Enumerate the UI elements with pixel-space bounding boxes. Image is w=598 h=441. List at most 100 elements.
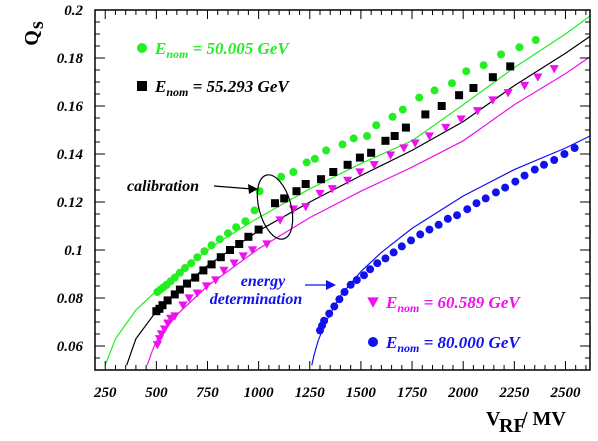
data-point (340, 288, 349, 296)
data-point (560, 150, 569, 158)
x-axis-title-unit: / MV (521, 408, 566, 430)
fit-curve-60.589 (146, 56, 590, 366)
data-point (325, 309, 334, 318)
series-60.589 (146, 56, 590, 366)
legend-entry-60.589: Enom = 60.589 GeV (367, 293, 521, 315)
y-axis-title-sub: s (26, 21, 48, 29)
x-tick-label: 250 (93, 385, 117, 401)
data-point (549, 65, 559, 74)
y-axis-title: Q s (21, 21, 48, 46)
data-point (277, 172, 286, 181)
legend-entry-80.000: Enom = 80.000 GeV (368, 333, 521, 355)
x-axis-title-main: V (486, 408, 501, 430)
data-point (223, 229, 232, 238)
data-point (238, 252, 248, 261)
data-point (455, 91, 464, 100)
data-point (519, 81, 530, 91)
data-point (453, 211, 462, 220)
legend-entry-50.005: Enom = 50.005 GeV (137, 39, 290, 61)
data-point (329, 168, 338, 176)
data-point (373, 259, 382, 268)
data-point (366, 265, 375, 274)
data-point (397, 242, 406, 251)
data-point (401, 123, 410, 132)
data-point (254, 225, 263, 234)
data-point (338, 140, 347, 149)
data-point (178, 301, 188, 310)
data-point (343, 160, 352, 169)
data-point (369, 161, 379, 170)
x-tick-label: 750 (196, 385, 219, 401)
data-point (301, 203, 311, 212)
data-point (407, 236, 416, 245)
data-point (472, 199, 481, 208)
data-point (372, 121, 381, 130)
data-point (199, 266, 208, 275)
data-point (175, 285, 184, 294)
y-tick-label: 0.16 (57, 99, 84, 115)
data-point (416, 230, 425, 239)
data-point (330, 302, 339, 311)
x-tick-label: 1250 (295, 385, 326, 401)
data-point (390, 132, 399, 140)
legend-marker (137, 43, 147, 53)
data-point (310, 154, 319, 163)
fit-curve-50.005 (104, 15, 590, 366)
data-point (216, 253, 225, 262)
legend-label: Enom = 80.000 GeV (385, 333, 521, 355)
legend: Enom = 50.005 GeV Enom = 55.293 GeV Enom =… (137, 39, 521, 355)
data-point (327, 185, 337, 194)
annotation-calibration-label: calibration (127, 178, 199, 195)
plot-content (104, 15, 590, 366)
legend-label: Enom = 55.293 GeV (154, 77, 290, 99)
data-point (381, 254, 390, 263)
y-tick-label: 0.2 (64, 3, 83, 19)
data-point (289, 168, 298, 176)
data-point (388, 112, 397, 121)
y-tick-label: 0.08 (57, 291, 84, 307)
data-point (520, 171, 529, 180)
series-55.293 (126, 35, 590, 366)
data-point (170, 290, 179, 299)
data-point (159, 325, 170, 334)
data-point (200, 247, 209, 256)
data-point (506, 62, 515, 71)
data-point (430, 86, 439, 95)
data-point (262, 240, 272, 249)
data-point (515, 43, 524, 52)
data-point (359, 271, 368, 280)
annotation-energy-line1: energy (241, 273, 286, 290)
fit-curve-80.000 (311, 135, 590, 366)
annotation-energy-arrowhead (326, 280, 336, 290)
data-point (472, 107, 483, 116)
data-point (434, 220, 443, 229)
series-80.000 (311, 135, 590, 366)
data-point (301, 180, 310, 188)
annotation-calibration: calibration (127, 174, 294, 240)
data-point (250, 206, 259, 215)
x-tick-label: 1000 (244, 385, 275, 401)
data-point (215, 235, 224, 244)
data-point (363, 132, 372, 140)
x-tick-label: 2500 (549, 385, 581, 401)
data-point (211, 276, 221, 285)
data-point (271, 199, 279, 208)
data-point (352, 276, 361, 284)
annotation-calibration-ellipse (256, 174, 294, 240)
data-point (421, 110, 430, 119)
x-tick-label: 1500 (346, 385, 377, 401)
data-point (497, 50, 506, 59)
x-tick-label: 500 (145, 385, 168, 401)
y-tick-label: 0.06 (57, 339, 84, 355)
data-point (441, 123, 451, 133)
data-point (346, 280, 355, 289)
data-point (207, 241, 216, 250)
data-point (389, 248, 398, 257)
data-point (317, 175, 326, 184)
data-point (192, 289, 202, 298)
data-point (462, 67, 471, 76)
annotation-calibration-arrow (213, 185, 253, 190)
data-point (443, 214, 452, 223)
data-point (479, 61, 488, 70)
data-point (226, 246, 234, 254)
